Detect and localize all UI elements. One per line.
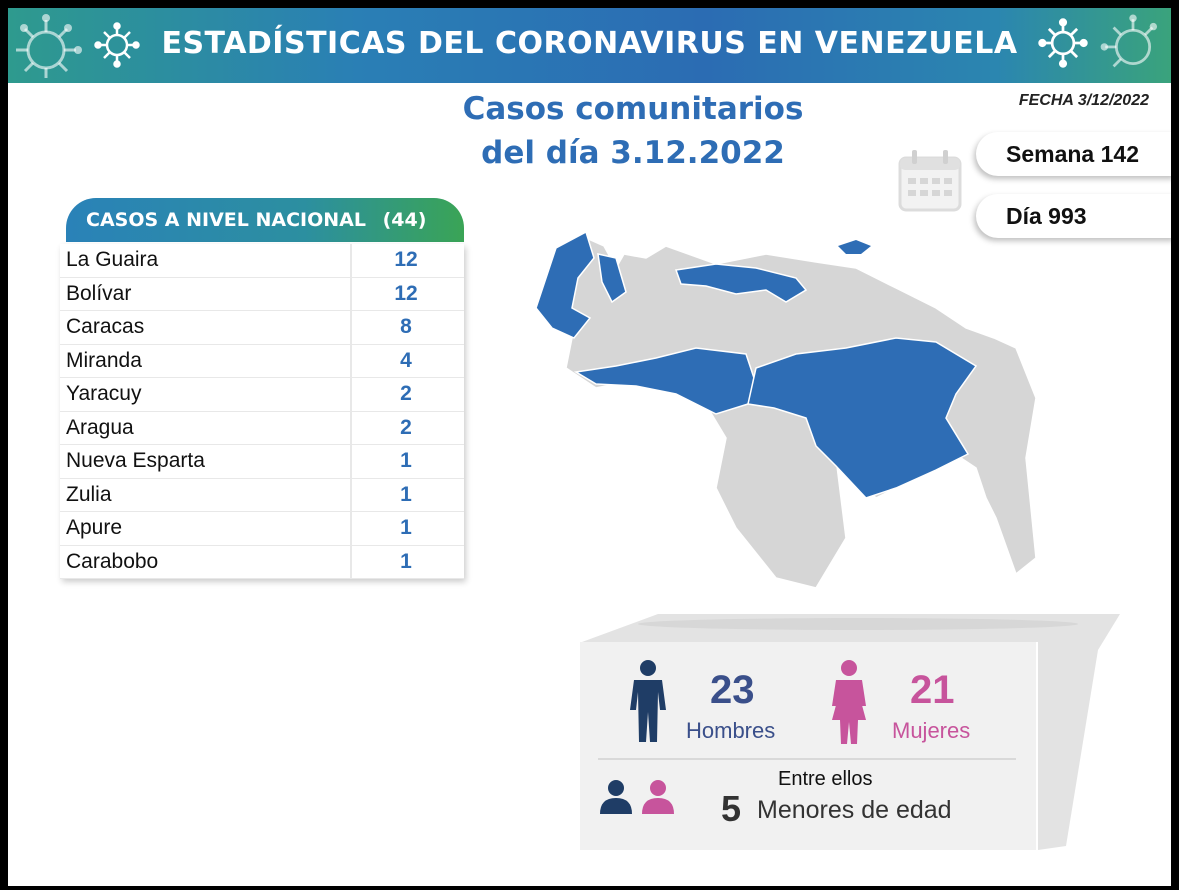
header-banner: ESTADÍSTICAS DEL CORONAVIRUS EN VENEZUEL… (8, 8, 1171, 83)
table-row: Zulia 1 (60, 478, 464, 512)
state-name: Yaracuy (60, 378, 352, 411)
week-counter: Semana 142 (976, 132, 1171, 176)
minors-count: 5 (721, 788, 742, 829)
map-zulia (535, 230, 595, 339)
headline-line1: Casos comunitarios (462, 91, 804, 127)
state-cases: 1 (400, 482, 412, 506)
national-cases-title: CASOS A NIVEL NACIONAL (86, 209, 366, 231)
women-label: Mujeres (892, 718, 971, 743)
virus-icon (1100, 14, 1158, 68)
table-row: Caracas 8 (60, 311, 464, 345)
gender-panel-shadow (582, 614, 1120, 850)
table-row: Nueva Esparta 1 (60, 445, 464, 479)
women-count: 21 (910, 668, 955, 712)
men-label: Hombres (686, 718, 776, 743)
state-cases: 2 (400, 415, 412, 439)
state-name: Nueva Esparta (60, 445, 352, 478)
table-row: Carabobo 1 (60, 545, 464, 579)
among-label: Entre ellos (778, 768, 873, 790)
state-cases: 12 (394, 248, 418, 271)
state-cases: 12 (394, 281, 418, 305)
calendar-icon (898, 150, 962, 212)
state-name: Bolívar (60, 277, 352, 310)
state-name: Zulia (60, 478, 352, 511)
table-row: Apure 1 (60, 512, 464, 546)
map-bolivar (747, 337, 978, 499)
banner-title: ESTADÍSTICAS DEL CORONAVIRUS EN VENEZUEL… (161, 26, 1018, 61)
table-row: Yaracuy 2 (60, 378, 464, 412)
state-name: Caracas (60, 311, 352, 344)
map-falcon-strip (597, 253, 627, 304)
map-central-coast (674, 263, 808, 303)
woman-icon (832, 660, 866, 744)
table-row: Bolívar 12 (60, 277, 464, 311)
state-name: Carabobo (60, 545, 352, 578)
state-cases: 1 (400, 549, 412, 573)
national-cases-total: (44) (382, 209, 427, 231)
state-cases: 8 (400, 315, 412, 338)
map-nueva-esparta (838, 240, 871, 254)
minors-label: Menores de edad (757, 796, 952, 824)
state-name: Apure (60, 512, 352, 545)
venezuela-map (535, 230, 1036, 589)
virus-icon (94, 22, 140, 68)
state-cases: 2 (400, 382, 412, 405)
headline-line2: del día 3.12.2022 (481, 135, 785, 171)
men-count: 23 (710, 668, 755, 712)
gender-panel (580, 642, 1036, 850)
day-counter: Día 993 (976, 194, 1171, 238)
national-cases-table: La Guaira 12 Bolívar 12 Caracas 8 Miranda 4 … (60, 244, 464, 579)
state-name: Miranda (60, 344, 352, 377)
virus-icon (16, 14, 82, 78)
table-row: Aragua 2 (60, 411, 464, 445)
minors-icon (600, 780, 674, 814)
infographic: ESTADÍSTICAS DEL CORONAVIRUS EN VENEZUEL… (8, 8, 1171, 886)
man-icon (630, 660, 666, 742)
virus-icon (1038, 18, 1088, 68)
state-cases: 4 (400, 348, 412, 372)
report-date: FECHA 3/12/2022 (1018, 92, 1149, 109)
state-name: La Guaira (60, 244, 352, 277)
divider (598, 758, 1016, 760)
table-row: La Guaira 12 (60, 244, 464, 278)
table-row: Miranda 4 (60, 344, 464, 378)
state-cases: 1 (400, 449, 412, 472)
state-cases: 1 (400, 516, 412, 539)
state-name: Aragua (60, 411, 352, 444)
national-cases-header: CASOS A NIVEL NACIONAL (44) (66, 198, 464, 242)
